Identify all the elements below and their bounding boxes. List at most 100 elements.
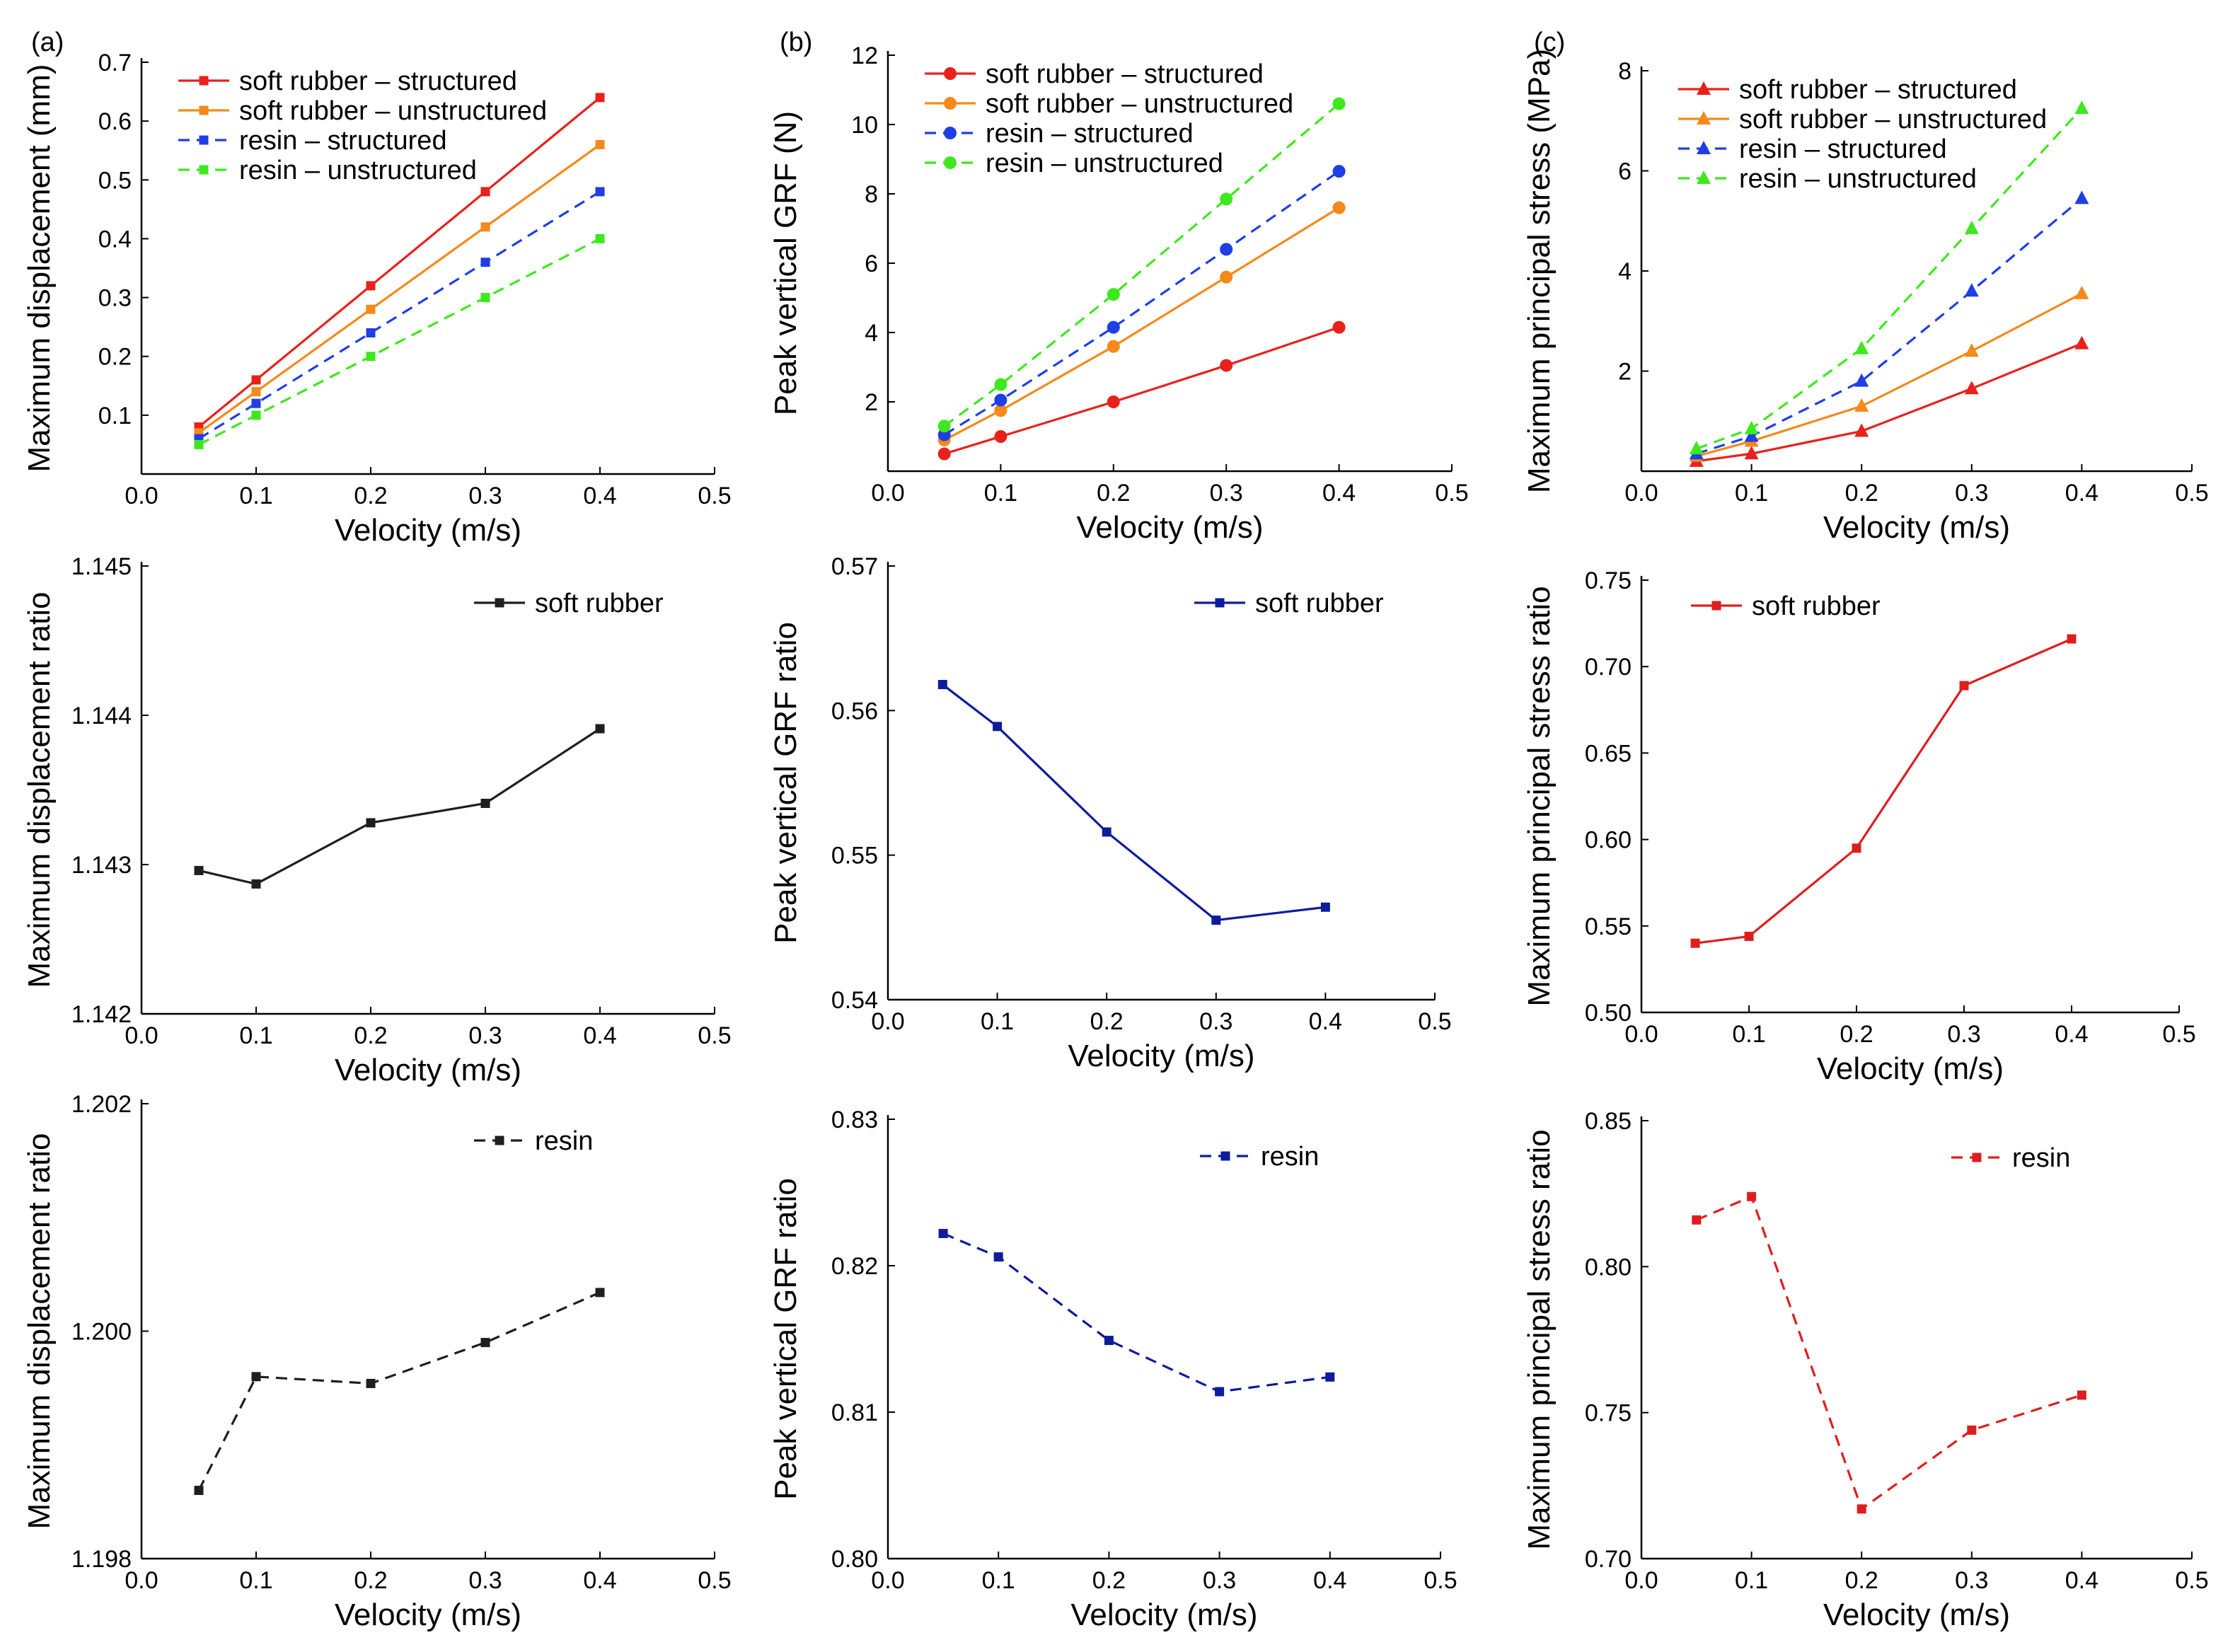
x-tick-label: 0.2 bbox=[1845, 480, 1878, 507]
data-point bbox=[1220, 243, 1233, 256]
x-tick-label: 0.0 bbox=[125, 1567, 158, 1594]
y-tick-label: 2 bbox=[1618, 359, 1632, 386]
x-axis-title: Velocity (m/s) bbox=[1070, 1598, 1257, 1632]
y-tick-label: 8 bbox=[1618, 58, 1632, 85]
x-tick-label: 0.5 bbox=[1435, 480, 1468, 507]
data-point bbox=[1220, 270, 1233, 284]
x-tick-label: 0.4 bbox=[2065, 1567, 2098, 1594]
legend-entry: soft rubber – structured bbox=[986, 59, 1264, 89]
y-tick-label: 0.55 bbox=[1585, 913, 1632, 940]
data-point bbox=[194, 1486, 204, 1496]
y-axis-title: Maximum displacement ratio bbox=[22, 1133, 57, 1530]
data-point bbox=[1320, 902, 1330, 912]
y-tick-label: 8 bbox=[865, 181, 878, 208]
legend-marker bbox=[944, 156, 957, 169]
legend-marker bbox=[1972, 1153, 1982, 1162]
chart-a1: 0.0 0.1 0.2 0.3 0.4 0.5 0.1 0.2 0.3 0.4 0.5 0.6 0.7 V… bbox=[22, 50, 732, 548]
y-tick-label: 4 bbox=[865, 320, 878, 347]
y-tick-label: 0.70 bbox=[1585, 654, 1632, 681]
chart-a2: 0.0 0.1 0.2 0.3 0.4 0.5 1.142 1.143 1.144 1.145 Ve… bbox=[22, 553, 732, 1087]
x-tick-label: 0.3 bbox=[468, 1022, 502, 1049]
data-point bbox=[194, 865, 204, 875]
x-tick-label: 0.4 bbox=[1322, 480, 1356, 507]
data-point bbox=[1332, 320, 1346, 334]
data-point bbox=[1744, 428, 1759, 442]
x-tick-label: 0.2 bbox=[1090, 1008, 1124, 1035]
y-tick-label: 0.70 bbox=[1585, 1546, 1632, 1573]
panel-label-c: (c) bbox=[1534, 28, 1565, 57]
y-tick-label: 0.60 bbox=[1585, 827, 1632, 854]
chart-c3: 0.0 0.1 0.2 0.3 0.4 0.5 0.70 0.75 0.80 0.85 Veloci… bbox=[1522, 1108, 2209, 1632]
legend-entry: resin – structured bbox=[986, 119, 1194, 149]
y-tick-label: 0.5 bbox=[98, 167, 132, 194]
x-axis-title: Velocity (m/s) bbox=[335, 513, 521, 548]
series-line bbox=[942, 1232, 1331, 1393]
y-tick-label: 0.6 bbox=[98, 108, 132, 135]
series-line bbox=[197, 1291, 601, 1491]
x-tick-label: 0.2 bbox=[1097, 480, 1130, 507]
data-point bbox=[1332, 165, 1346, 178]
data-point bbox=[595, 1288, 605, 1298]
data-point bbox=[480, 798, 490, 808]
x-tick-label: 0.3 bbox=[1203, 1567, 1236, 1594]
data-point bbox=[251, 1372, 261, 1382]
x-tick-label: 0.1 bbox=[1735, 480, 1768, 507]
y-axis-title: Peak vertical GRF ratio bbox=[768, 622, 803, 944]
x-tick-label: 0.3 bbox=[1955, 1567, 1988, 1594]
x-axis-title: Velocity (m/s) bbox=[1823, 510, 2010, 545]
data-point bbox=[1744, 931, 1754, 941]
data-point bbox=[994, 393, 1007, 407]
y-axis-title: Maximum displacement ratio bbox=[22, 592, 57, 988]
x-tick-label: 0.5 bbox=[2162, 1021, 2195, 1048]
y-tick-label: 0.80 bbox=[1585, 1254, 1632, 1281]
data-point bbox=[1107, 340, 1120, 353]
data-point bbox=[480, 187, 490, 197]
y-tick-label: 10 bbox=[851, 112, 878, 139]
data-point bbox=[366, 328, 376, 337]
data-point bbox=[1967, 1425, 1977, 1435]
x-tick-label: 0.3 bbox=[468, 483, 502, 509]
series-line bbox=[943, 170, 1340, 436]
data-point bbox=[366, 281, 376, 291]
legend-entry: resin – unstructured bbox=[239, 156, 477, 185]
data-point bbox=[1854, 423, 1869, 437]
legend-entry: soft rubber bbox=[1752, 591, 1881, 621]
data-point bbox=[2067, 634, 2077, 644]
data-point bbox=[2074, 190, 2089, 204]
x-axis-title: Velocity (m/s) bbox=[335, 1053, 521, 1087]
x-tick-label: 0.1 bbox=[239, 1567, 272, 1594]
data-point bbox=[2074, 100, 2089, 115]
panel-label-b: (b) bbox=[780, 28, 812, 57]
legend-marker bbox=[1697, 81, 1711, 95]
data-point bbox=[595, 187, 605, 197]
data-point bbox=[1102, 827, 1112, 837]
data-point bbox=[595, 139, 605, 149]
series-line bbox=[198, 727, 601, 886]
x-tick-label: 0.2 bbox=[354, 1022, 387, 1049]
series-line bbox=[198, 190, 601, 440]
y-axis-title: Peak vertical GRF ratio bbox=[768, 1178, 803, 1500]
y-tick-label: 0.65 bbox=[1585, 740, 1632, 767]
x-tick-label: 0.0 bbox=[1624, 480, 1658, 507]
x-tick-label: 0.5 bbox=[1424, 1567, 1457, 1594]
y-tick-label: 0.2 bbox=[98, 344, 132, 371]
data-point bbox=[1107, 395, 1120, 408]
data-point bbox=[1690, 938, 1700, 948]
data-point bbox=[937, 447, 951, 461]
y-axis-title: Maximum principal stress ratio bbox=[1522, 1129, 1557, 1549]
data-point bbox=[251, 879, 261, 889]
x-tick-label: 0.0 bbox=[125, 1022, 158, 1049]
x-tick-label: 0.4 bbox=[583, 1567, 616, 1594]
legend-entry: resin – structured bbox=[1739, 134, 1947, 164]
x-tick-label: 0.1 bbox=[239, 1022, 272, 1049]
data-point bbox=[1852, 843, 1861, 853]
y-tick-label: 0.82 bbox=[831, 1253, 878, 1280]
y-tick-label: 1.144 bbox=[71, 703, 132, 729]
y-tick-label: 0.50 bbox=[1585, 1000, 1632, 1027]
legend-marker bbox=[495, 598, 504, 608]
data-point bbox=[1104, 1336, 1114, 1346]
y-tick-label: 1.200 bbox=[71, 1319, 132, 1346]
legend-entry: soft rubber bbox=[535, 589, 664, 618]
legend-entry: soft rubber – unstructured bbox=[1739, 105, 2047, 134]
